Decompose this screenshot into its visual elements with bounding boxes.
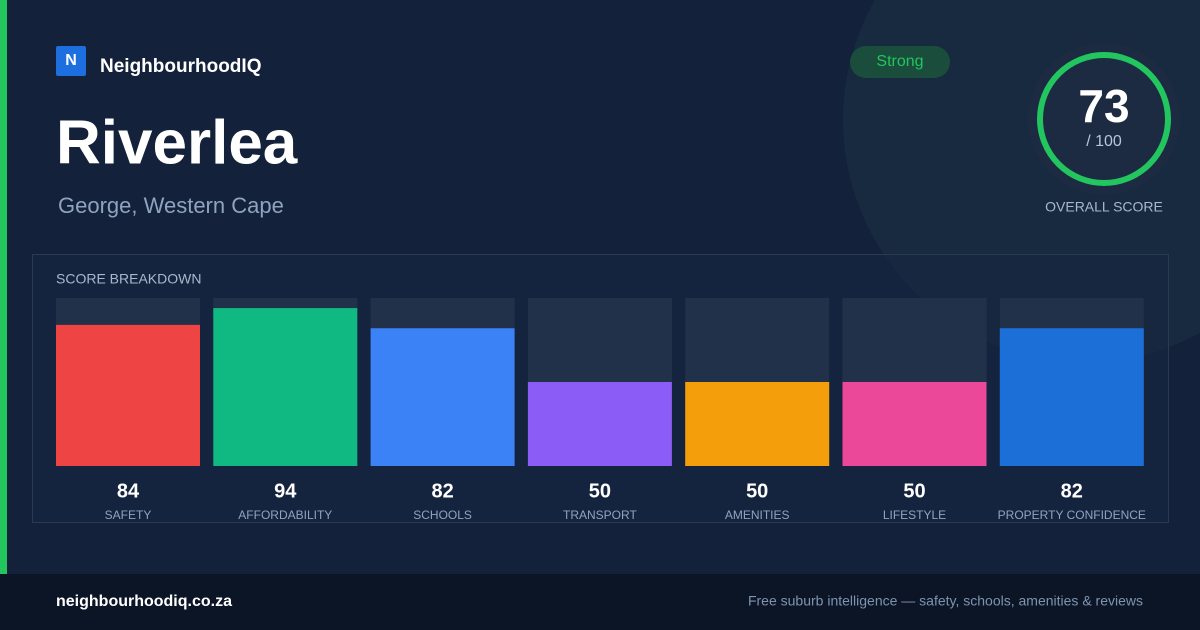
brand-name: NeighbourhoodIQ bbox=[100, 56, 261, 77]
category-label: SCHOOLS bbox=[413, 508, 472, 522]
footer bbox=[0, 574, 1200, 630]
value-label: 94 bbox=[274, 480, 297, 502]
value-label: 50 bbox=[589, 480, 611, 502]
accent-strip bbox=[0, 0, 7, 574]
value-label: 82 bbox=[431, 480, 453, 502]
footer-domain: neighbourhoodiq.co.za bbox=[56, 593, 232, 610]
category-label: TRANSPORT bbox=[563, 508, 637, 522]
chart-title: SCORE BREAKDOWN bbox=[56, 271, 201, 287]
score-ring bbox=[1037, 52, 1171, 186]
bar bbox=[370, 328, 515, 466]
bar bbox=[999, 328, 1144, 466]
score-max: / 100 bbox=[1086, 133, 1122, 150]
category-label: LIFESTYLE bbox=[883, 508, 946, 522]
category-label: PROPERTY CONFIDENCE bbox=[998, 508, 1146, 522]
category-label: SAFETY bbox=[105, 508, 152, 522]
value-label: 50 bbox=[746, 480, 768, 502]
logo-letter: N bbox=[65, 52, 77, 69]
value-label: 82 bbox=[1061, 480, 1083, 502]
bar bbox=[842, 382, 987, 466]
badge bbox=[850, 46, 950, 78]
subtitle: George, Western Cape bbox=[58, 193, 284, 218]
score-bg bbox=[1028, 43, 1180, 195]
bar bbox=[685, 382, 830, 466]
footer-tagline: Free suburb intelligence — safety, schoo… bbox=[748, 593, 1143, 609]
category-label: AMENITIES bbox=[725, 508, 790, 522]
title: Riverlea bbox=[56, 108, 298, 177]
category-label: AFFORDABILITY bbox=[238, 508, 332, 522]
logo bbox=[56, 46, 86, 76]
value-label: 50 bbox=[903, 480, 925, 502]
value-label: 84 bbox=[117, 480, 140, 502]
bar bbox=[56, 324, 200, 466]
score-caption: OVERALL SCORE bbox=[1045, 199, 1163, 215]
score-value: 73 bbox=[1078, 80, 1129, 132]
badge-text: Strong bbox=[876, 53, 923, 70]
bar bbox=[213, 308, 358, 466]
bar bbox=[527, 382, 672, 466]
